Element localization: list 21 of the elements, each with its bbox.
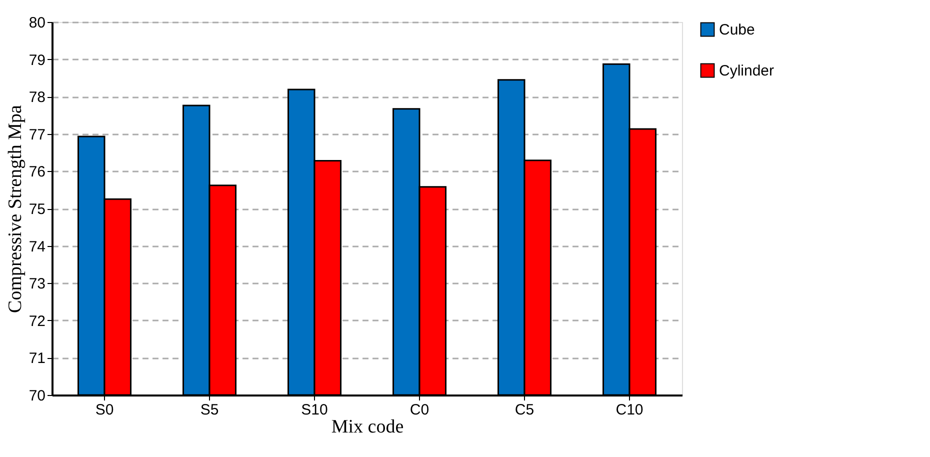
- y-tick-label: 72: [28, 312, 46, 330]
- x-axis-title: Mix code: [331, 416, 404, 438]
- legend-label: Cube: [719, 22, 755, 38]
- x-tick-label: S0: [95, 402, 114, 418]
- y-tick-label: 73: [28, 276, 46, 293]
- x-tick-label: S5: [200, 402, 219, 418]
- y-axis-title: Compressive Strength Mpa: [4, 104, 26, 313]
- y-tick-label: 70: [28, 388, 46, 404]
- y-tick-label: 79: [28, 52, 46, 69]
- y-tick-label: 76: [28, 164, 46, 181]
- y-tick-label: 71: [28, 350, 46, 368]
- y-tick-label: 78: [28, 89, 46, 106]
- y-tick-label: 75: [28, 201, 46, 218]
- y-tick-label: 80: [28, 14, 46, 32]
- y-tick-label: 74: [28, 238, 46, 256]
- x-tick-label: C0: [410, 402, 430, 418]
- y-tick-label: 77: [28, 126, 46, 144]
- x-tick-label: C5: [514, 402, 534, 418]
- legend-label: Cylinder: [719, 62, 774, 80]
- x-tick-label: S10: [301, 402, 328, 418]
- x-tick-label: C10: [616, 402, 644, 418]
